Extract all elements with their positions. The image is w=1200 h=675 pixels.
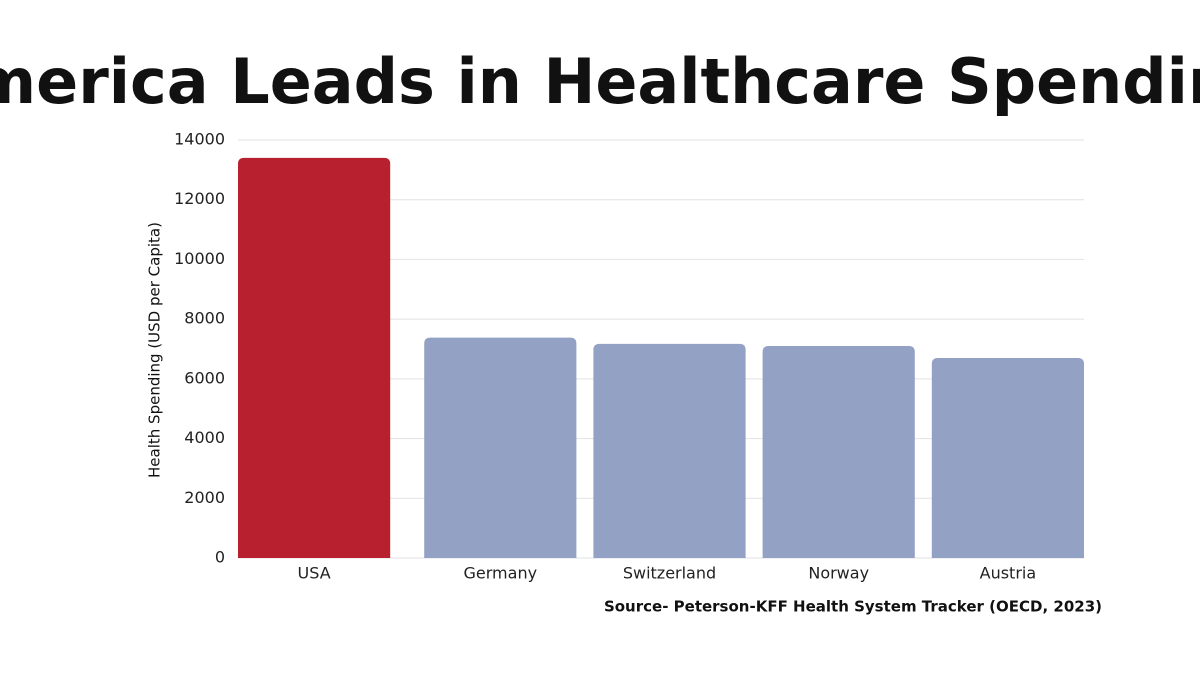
source-note: Source- Peterson-KFF Health System Track…: [604, 598, 1102, 616]
x-tick-label: Germany: [464, 564, 538, 583]
x-tick-label: Switzerland: [623, 564, 716, 583]
bar: [238, 157, 391, 558]
y-tick-label: 14000: [174, 130, 225, 149]
bar: [424, 337, 577, 558]
bar: [931, 357, 1084, 558]
y-tick-label: 6000: [184, 368, 225, 387]
y-tick-label: 4000: [184, 428, 225, 447]
y-tick-label: 2000: [184, 488, 225, 507]
x-tick-label: USA: [298, 564, 331, 583]
y-tick-label: 10000: [174, 249, 225, 268]
x-tick-label: Norway: [808, 564, 869, 583]
y-tick-label: 12000: [174, 189, 225, 208]
bar: [762, 346, 915, 558]
bar: [593, 343, 746, 558]
x-tick-label: Austria: [980, 564, 1037, 583]
chart-title: America Leads in Healthcare Spending: [0, 45, 1200, 118]
y-tick-label: 8000: [184, 309, 225, 328]
y-axis-label: Health Spending (USD per Capita): [146, 222, 164, 478]
y-tick-label: 0: [215, 548, 225, 567]
